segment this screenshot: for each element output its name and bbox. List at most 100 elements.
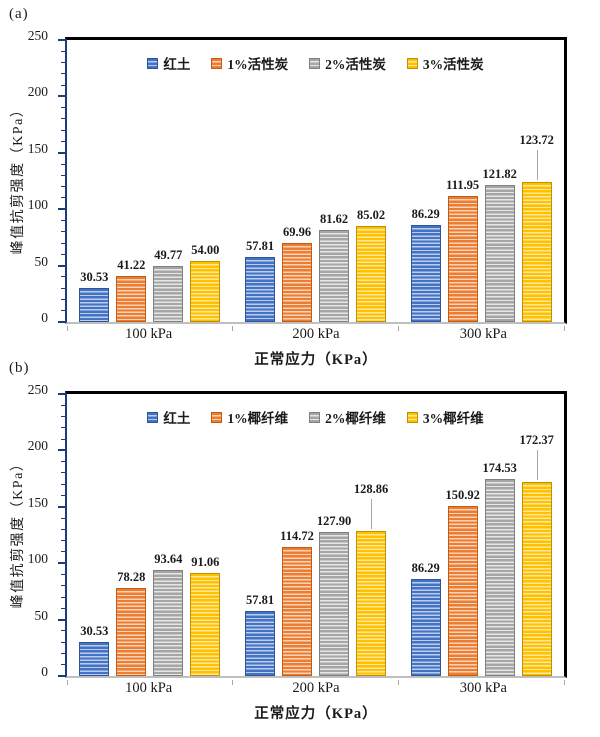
bar-label: 111.95 [446,177,480,192]
bar [153,570,184,676]
ytick-minor-mark [61,219,65,221]
bar-slot: 91.06 [190,394,221,676]
bar-label: 30.53 [80,623,109,638]
bar-label: 49.77 [154,247,183,262]
ytick-minor-mark [61,186,65,188]
legend-item: 2%活性炭 [309,53,386,73]
bar-slot: 174.53 [482,394,517,676]
ytick-mark [58,208,65,211]
bar-label: 30.53 [80,269,109,284]
x-axis-title: 正常应力（KPa） [254,706,378,722]
bar-label: 86.29 [411,206,440,221]
ytick-mark [58,505,65,508]
legend-label: 3%活性炭 [422,57,484,72]
bar-slot: 121.82 [482,40,517,322]
chart-panel-a: (a) 峰值抗剪强度（KPa） 0 50 100 150 200 250 红土 1%活性炭 2… [0,0,600,368]
ytick-minor-mark [61,596,65,598]
legend-item: 3%椰纤维 [406,407,484,427]
ytick-minor-mark [61,540,65,542]
ytick-label: 250 [27,382,48,397]
ytick-minor-mark [61,517,65,519]
ytick-minor-mark [61,310,65,312]
ytick-mark [58,95,65,98]
ytick-minor-mark [61,528,65,530]
bar [245,256,275,322]
legend-label: 1%活性炭 [227,57,289,72]
ytick-minor-mark [61,483,65,485]
bar-label: 128.86 [353,481,389,496]
xtick-label: 300 kPa [459,680,507,696]
bar [282,546,312,676]
ytick-label: 150 [27,494,48,510]
bar-slot: 114.72 [280,394,314,676]
bar [282,243,312,322]
bar [190,261,221,322]
legend-swatch-icon [309,411,321,423]
bar-slot: 128.86 [353,394,389,676]
legend-swatch-icon [211,57,223,69]
xtick-mark [563,680,565,685]
bar [245,610,275,676]
legend-swatch-icon [406,57,418,69]
plot-area: 红土 1%活性炭 2%活性炭 3%活性炭 30.53 41.22 49.77 54.00 57… [58,37,567,331]
ytick-mark [58,321,65,323]
ytick-minor-mark [61,427,65,429]
bar [484,479,515,676]
ytick-minor-mark [61,141,65,143]
bar [521,481,552,676]
legend-label: 红土 [163,411,191,426]
bar-slot: 93.64 [153,394,184,676]
ytick-label: 0 [41,310,48,325]
bar-label: 57.81 [245,238,275,253]
legend-item: 2%椰纤维 [309,407,386,427]
bar [79,641,110,676]
ytick-minor-mark [61,585,65,587]
bar-groups: 30.53 78.28 93.64 91.06 57.81 114.72 127.90 128… [67,394,564,676]
ytick-minor-mark [61,298,65,300]
leader-line [371,498,372,529]
ytick-label: 50 [34,253,49,269]
bar-group: 30.53 41.22 49.77 54.00 [67,40,233,322]
bar-group: 30.53 78.28 93.64 91.06 [67,394,233,676]
xtick-label: 100 kPa [125,680,173,696]
xtick-mark [232,680,234,685]
ytick-minor-mark [61,231,65,233]
legend-label: 红土 [163,57,191,72]
legend-item: 3%活性炭 [406,53,484,73]
bar-label: 86.29 [411,560,440,575]
bar-label: 85.02 [356,208,386,223]
bar-label: 41.22 [117,257,146,272]
ytick-minor-mark [61,62,65,64]
legend-item: 1%椰纤维 [211,407,288,427]
legend-item: 红土 [147,407,190,427]
legend-label: 1%椰纤维 [227,411,289,426]
leader-line [536,449,538,480]
bar [116,587,147,676]
bar-group: 57.81 69.96 81.62 85.02 [233,40,399,322]
xtick-mark [66,680,68,685]
bar [484,184,515,322]
xtick-label: 200 kPa [292,680,340,696]
xtick-label: 300 kPa [459,326,507,342]
ytick-minor-mark [61,107,65,109]
bar-slot: 172.37 [519,394,554,676]
bar-slot: 30.53 [79,394,110,676]
bar-label: 81.62 [319,211,349,226]
ytick-minor-mark [61,73,65,75]
leader-line [536,150,538,181]
bar-groups: 30.53 41.22 49.77 54.00 57.81 69.96 81.62 85.02… [67,40,564,322]
ytick-minor-mark [61,630,65,632]
x-axis-tick-labels: 100 kPa 200 kPa 300 kPa [65,326,567,343]
ytick-minor-mark [61,438,65,440]
bar-slot: 111.95 [446,40,480,322]
legend: 红土 1%椰纤维 2%椰纤维 3%椰纤维 [67,407,564,427]
ytick-mark [58,449,65,452]
ytick-label: 100 [27,551,48,567]
ytick-minor-mark [61,287,65,289]
bar [356,530,386,676]
ytick-label: 50 [34,607,49,623]
x-axis-title: 正常应力（KPa） [254,352,378,368]
ytick-minor-mark [61,242,65,244]
plot-area: 红土 1%椰纤维 2%椰纤维 3%椰纤维 30.53 78.28 93.64 91.06 57… [58,391,567,685]
ytick-mark [58,39,65,41]
